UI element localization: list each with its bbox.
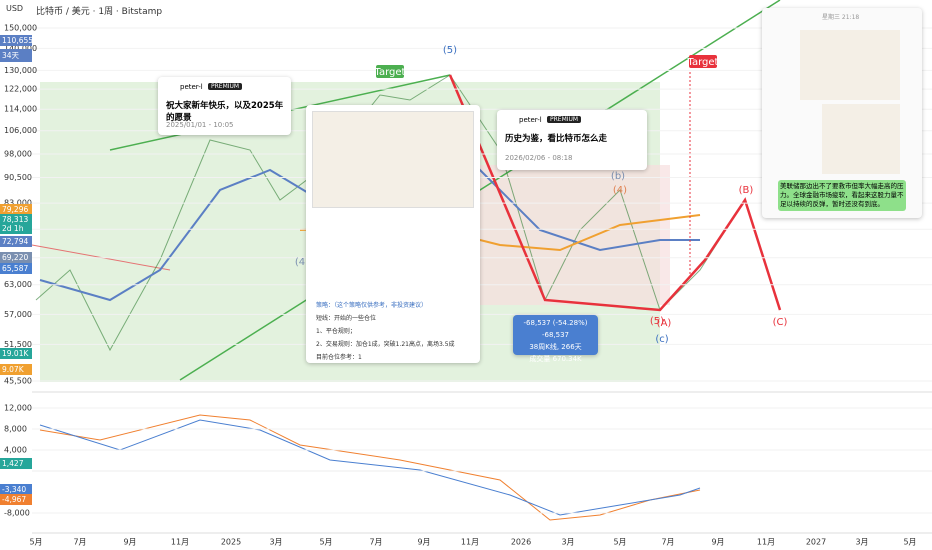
y-tick-label: 63,000	[4, 280, 32, 289]
price-badge: 65,587	[0, 263, 32, 274]
y-tick-label: 114,000	[4, 105, 37, 114]
price-badge: 110,655	[0, 35, 34, 46]
indicator-badge: -3,340	[0, 484, 32, 495]
y-tick-label: 130,000	[4, 66, 37, 75]
wave-label: (4)	[295, 257, 309, 268]
price-badge: 19.01K	[0, 348, 32, 359]
wave-label: (A)	[657, 318, 672, 329]
symbol-title: 比特币 / 美元 · 1周 · Bitstamp	[36, 7, 163, 17]
measure-line: 成交量 670.34K	[529, 355, 582, 363]
x-tick-label: 3月	[561, 538, 574, 547]
price-badge: 9.07K	[0, 364, 32, 375]
y-tick-label: 122,000	[4, 85, 37, 94]
measure-line: -68,537 (-54.28%) -68,537	[523, 319, 588, 339]
author: peter-l	[180, 83, 203, 91]
doc-line: 短线：开始的一些仓位	[316, 315, 377, 322]
x-tick-label: 9月	[123, 538, 136, 547]
y-tick-label: -8,000	[4, 509, 30, 518]
x-tick-label: 7月	[73, 538, 86, 547]
y-tick-label: 4,000	[4, 446, 27, 455]
y-tick-label: 150,000	[4, 24, 37, 33]
macd-line	[39, 419, 701, 516]
y-tick-label: 140,000	[4, 44, 37, 53]
doc-line: 1、平仓规则；	[316, 328, 356, 335]
y-tick-label: 8,000	[4, 425, 27, 434]
author: peter-l	[519, 116, 542, 124]
x-tick-label: 2027	[806, 538, 826, 547]
wave-label: (4)	[613, 185, 627, 196]
x-tick-label: 5月	[613, 538, 626, 547]
premium: PREMIUM	[547, 116, 582, 123]
wave-label: (5)	[650, 316, 664, 327]
y-tick-label: 83,000	[4, 199, 32, 208]
side-panel: 星期三 21:18 美联储那边出不了要救市但率大幅走高的压力。全球金融市场疲软，看…	[762, 8, 922, 218]
idea-card: peter-l PREMIUM 祝大家新年快乐，以及2025年的愿景 2025/01/…	[158, 77, 291, 135]
currency: USD	[6, 4, 24, 13]
target-box	[376, 65, 404, 78]
price-badge: 69,220	[0, 252, 32, 263]
wave-label: (c)	[655, 334, 668, 345]
x-tick-label: 11月	[461, 538, 479, 547]
x-tick-label: 11月	[171, 538, 189, 547]
y-tick-label: 12,000	[4, 404, 32, 413]
x-tick-label: 11月	[757, 538, 775, 547]
doc-panel: 策略：（这个策略仅供参考，非投资建议） 短线：开始的一些仓位 1、平仓规则； 2、交易…	[306, 105, 480, 363]
premium: PREMIUM	[208, 83, 243, 90]
price-badge: 78,313	[0, 214, 32, 225]
x-tick-label: 2026	[511, 538, 531, 547]
price-badge: 79,296	[0, 204, 32, 215]
range-box	[470, 165, 670, 305]
target-box	[689, 55, 717, 68]
doc-line: 目前仓位参考：1	[316, 354, 362, 361]
card-title: 历史为鉴，看比特币怎么走	[505, 134, 608, 144]
wave-label: (5)	[443, 45, 457, 56]
y-tick-label: 98,000	[4, 149, 32, 158]
chart-thumb	[312, 111, 474, 208]
thumb	[822, 104, 900, 174]
x-tick-label: 3月	[269, 538, 282, 547]
y-tick-label: 45,500	[4, 377, 32, 386]
measure-box: -68,537 (-54.28%) -68,537 38周K线, 266天 成交量 …	[513, 315, 598, 363]
doc-line: 策略：（这个策略仅供参考，非投资建议）	[316, 302, 428, 309]
x-tick-label: 5月	[903, 538, 916, 547]
panel-time: 星期三 21:18	[822, 14, 860, 21]
wave-label: (b)	[611, 171, 625, 182]
x-tick-label: 5月	[319, 538, 332, 547]
idea-card: peter-l PREMIUM 历史为鉴，看比特币怎么走 2026/02/06 - 0…	[497, 110, 647, 170]
price-badge: 72,794	[0, 236, 32, 247]
wave-label: (C)	[773, 317, 788, 328]
price-badge: 2d 1h	[0, 223, 32, 234]
indicator-badge: 1,427	[0, 458, 32, 469]
x-tick-label: 9月	[417, 538, 430, 547]
x-tick-label: 7月	[661, 538, 674, 547]
x-tick-label: 9月	[711, 538, 724, 547]
price-badge: 34天	[0, 49, 32, 62]
wave-label: Target	[374, 67, 406, 78]
indicator-badge: -4,967	[0, 494, 32, 505]
card-title: 祝大家新年快乐，以及2025年的愿景	[166, 101, 284, 123]
wave-label: Target	[687, 57, 719, 68]
y-tick-label: 90,500	[4, 173, 32, 182]
note: 美联储那边出不了要救市但率大幅走高的压力。全球金融市场疲软，看起来这股力量不足以…	[778, 180, 906, 211]
doc-line: 2、交易规则：加仓1成，突破1.21高点，离场3.5成	[316, 341, 455, 348]
x-tick-label: 3月	[855, 538, 868, 547]
card-date: 2025/01/01 - 10:05	[166, 121, 234, 129]
measure-line: 38周K线, 266天	[529, 343, 582, 351]
trend-line	[179, 0, 781, 381]
wave-label: (B)	[739, 185, 754, 196]
card-date: 2026/02/06 - 08:18	[505, 154, 573, 162]
thumb	[800, 30, 900, 100]
y-tick-label: 57,000	[4, 310, 32, 319]
x-tick-label: 5月	[29, 538, 42, 547]
x-tick-label: 2025	[221, 538, 241, 547]
y-tick-label: 51,500	[4, 340, 32, 349]
signal-line	[39, 414, 701, 521]
x-tick-label: 7月	[369, 538, 382, 547]
y-tick-label: 106,000	[4, 126, 37, 135]
